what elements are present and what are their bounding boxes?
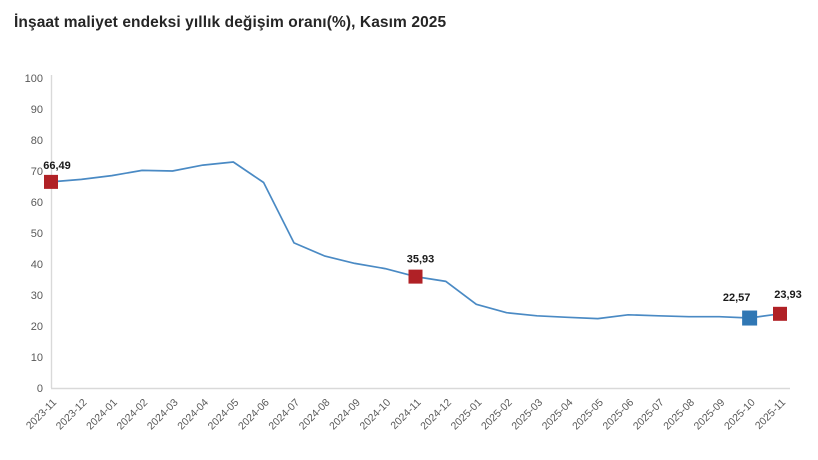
x-axis-tick-label: 2024-08	[297, 397, 333, 433]
x-axis-tick-label: 2025-07	[631, 397, 667, 433]
x-axis-tick-label: 2025-02	[479, 397, 515, 433]
x-axis-tick-label: 2024-01	[84, 397, 120, 433]
x-axis-tick-label: 2024-05	[206, 397, 242, 433]
x-axis-tick-label: 2024-02	[115, 397, 151, 433]
y-axis-tick-label: 70	[31, 166, 43, 178]
y-axis-tick-label: 10	[31, 352, 43, 364]
data-point-marker-2024-11[interactable]	[408, 269, 423, 284]
x-axis-tick-label: 2024-07	[266, 397, 302, 433]
y-axis-tick-label: 50	[31, 228, 43, 240]
x-axis-tick-label: 2024-04	[175, 397, 211, 433]
x-axis-tick-label: 2025-09	[692, 397, 728, 433]
y-axis-tick-label: 60	[31, 197, 43, 209]
data-point-marker-2025-10[interactable]	[742, 310, 758, 326]
x-axis-tick-label: 2025-05	[570, 397, 606, 433]
x-axis-tick-label: 2025-04	[540, 397, 576, 433]
y-axis-tick-label: 30	[31, 290, 43, 302]
x-axis-tick-label: 2024-12	[418, 397, 454, 433]
y-axis-tick-label: 0	[37, 383, 43, 395]
data-point-label-2024-11: 35,93	[407, 254, 435, 266]
x-axis-tick-label: 2024-11	[388, 397, 423, 432]
x-axis-tick-label: 2025-10	[722, 397, 758, 433]
y-axis-tick-label: 90	[31, 104, 43, 116]
y-axis-tick-label: 20	[31, 321, 43, 333]
series-line	[50, 161, 781, 320]
data-point-label-2023-11: 66,49	[43, 160, 71, 172]
data-point-label-2025-10: 22,57	[723, 292, 751, 304]
data-point-marker-2025-11[interactable]	[773, 306, 787, 321]
x-axis-tick-label: 2023-11	[24, 397, 59, 432]
y-axis-tick-label: 40	[31, 259, 43, 271]
chart-title: İnşaat maliyet endeksi yıllık değişim or…	[14, 14, 447, 31]
data-point-label-2025-11: 23,93	[774, 289, 802, 301]
x-axis-tick-label: 2025-01	[449, 397, 485, 433]
x-axis-tick-label: 2023-12	[54, 397, 90, 433]
y-axis-tick-label: 100	[25, 73, 43, 85]
x-axis-tick-label: 2025-06	[601, 397, 637, 433]
x-axis-tick-label: 2025-11	[753, 397, 788, 432]
data-point-marker-2023-11[interactable]	[44, 174, 58, 189]
y-axis-tick-label: 80	[31, 135, 43, 147]
x-axis-tick-label: 2025-03	[509, 397, 545, 433]
x-axis-tick-label: 2024-10	[358, 397, 394, 433]
x-axis-tick-label: 2024-06	[236, 397, 272, 433]
x-axis-tick-label: 2025-08	[661, 397, 697, 433]
x-axis-tick-label: 2024-03	[145, 397, 181, 433]
x-axis-tick-label: 2024-09	[327, 397, 363, 433]
